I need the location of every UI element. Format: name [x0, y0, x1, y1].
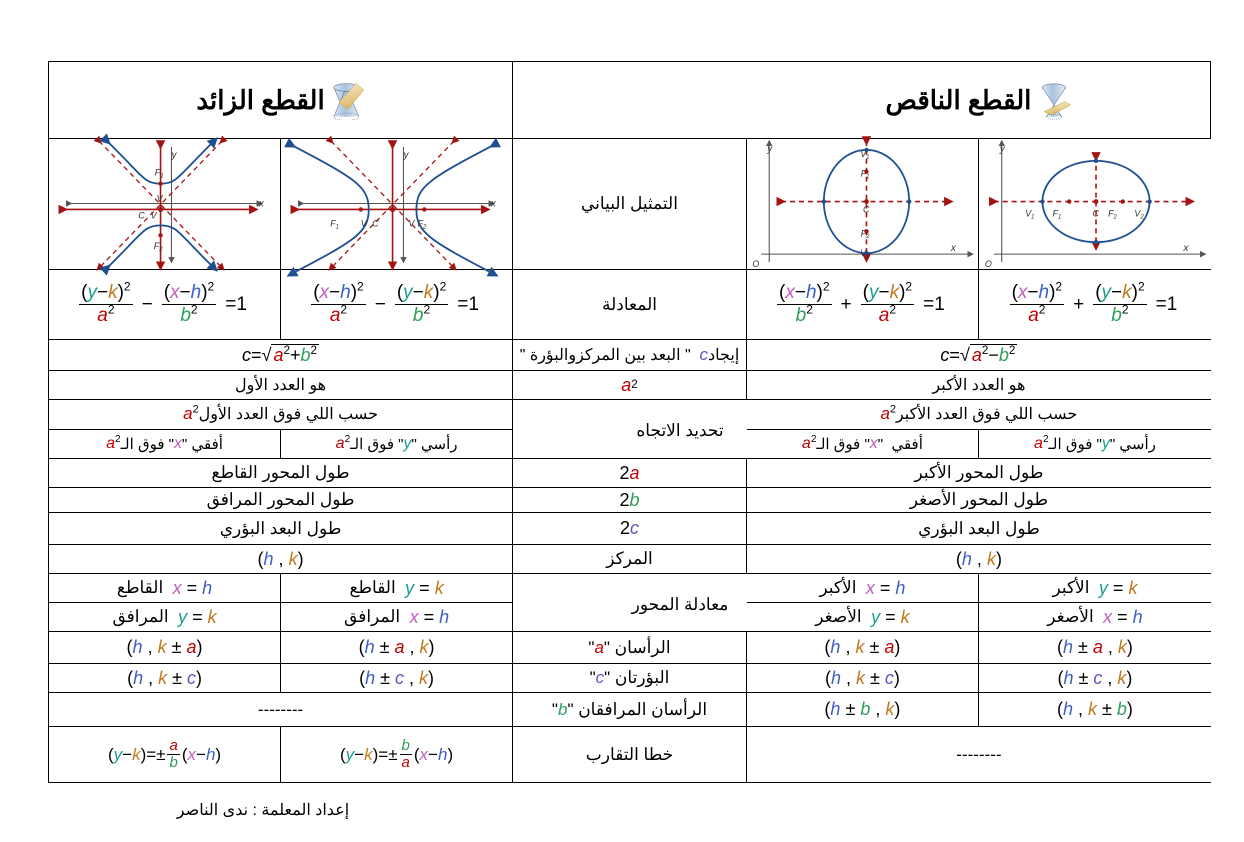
svg-text:x: x	[490, 198, 497, 209]
svg-text:y: y	[766, 144, 773, 155]
svg-text:O: O	[985, 259, 992, 269]
svg-text:V: V	[157, 194, 164, 204]
svg-text:V2: V2	[860, 248, 870, 260]
svg-text:C: C	[1092, 208, 1099, 218]
svg-text:C: C	[372, 218, 379, 228]
svg-text:x: x	[258, 198, 265, 209]
svg-text:V: V	[408, 218, 415, 228]
svg-text:V2: V2	[1134, 208, 1144, 220]
svg-text:y: y	[403, 150, 410, 161]
svg-text:C: C	[138, 210, 145, 220]
svg-text:C: C	[863, 204, 870, 214]
svg-text:F1: F1	[330, 218, 339, 230]
svg-text:F2: F2	[861, 228, 870, 240]
svg-text:F1: F1	[155, 168, 164, 180]
svg-text:V: V	[151, 210, 158, 220]
svg-text:O: O	[752, 259, 759, 269]
svg-text:F2: F2	[154, 241, 163, 253]
svg-text:x: x	[950, 243, 957, 254]
svg-text:V: V	[361, 218, 368, 228]
svg-text:F1: F1	[1052, 208, 1061, 220]
svg-text:F2: F2	[1108, 208, 1117, 220]
svg-text:V1: V1	[1025, 208, 1034, 220]
svg-text:F2: F2	[418, 218, 427, 230]
svg-text:y: y	[999, 144, 1006, 155]
svg-text:y: y	[170, 150, 177, 161]
svg-text:x: x	[1182, 243, 1189, 254]
